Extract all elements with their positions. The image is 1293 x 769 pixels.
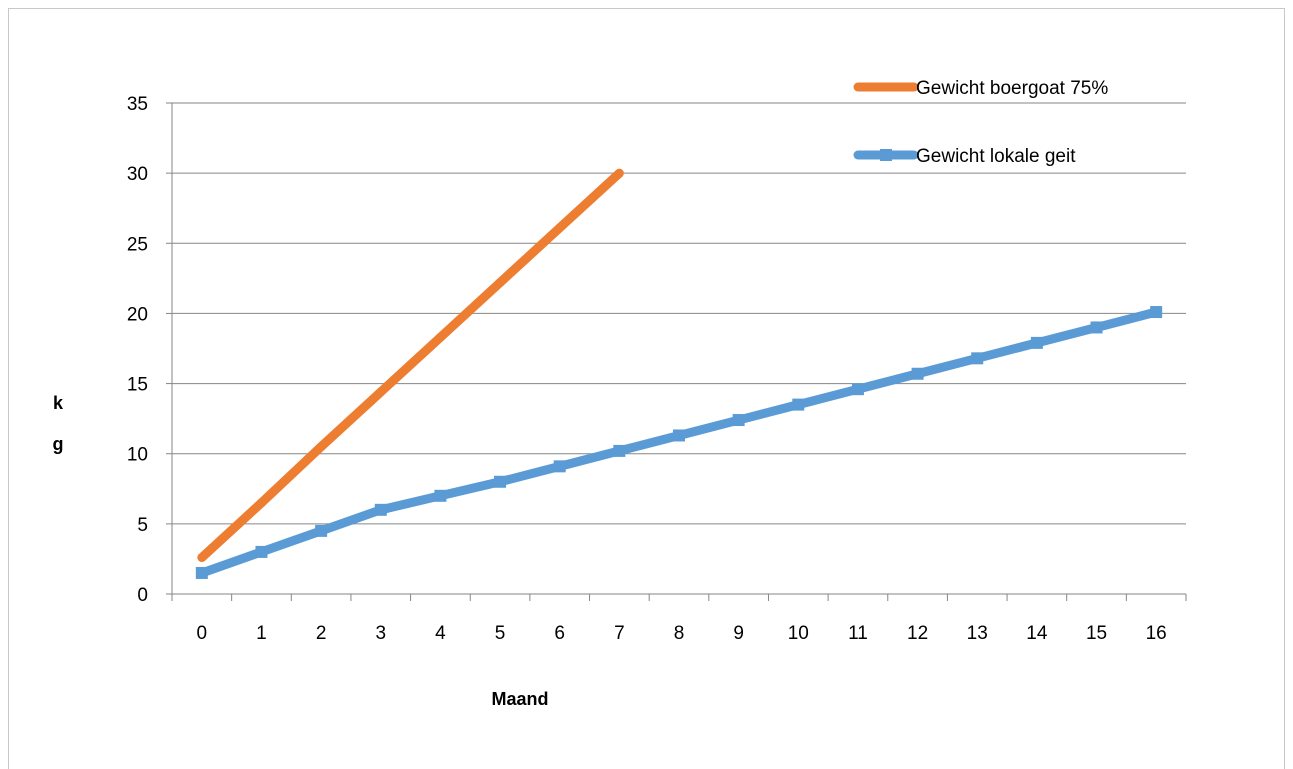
y-axis-title-line1: k [53, 393, 64, 413]
x-tick-label: 1 [256, 623, 267, 644]
y-tick-label: 15 [127, 375, 148, 396]
data-point [792, 398, 805, 411]
data-point [1030, 336, 1043, 349]
data-point [197, 553, 207, 563]
data-point [434, 489, 447, 502]
x-tick-label: 3 [375, 623, 386, 644]
legend-marker [880, 149, 892, 161]
series-2 [195, 306, 1163, 579]
x-tick-label: 12 [907, 623, 928, 644]
data-point [195, 566, 208, 579]
data-point [911, 367, 924, 380]
data-point [435, 332, 445, 342]
axes [166, 102, 1187, 601]
series-line [198, 169, 623, 561]
data-point [1150, 306, 1163, 319]
y-tick-label: 0 [137, 585, 148, 606]
data-point [553, 460, 566, 473]
data-point [555, 223, 565, 233]
x-tick-label: 13 [967, 623, 988, 644]
legend-label: Gewicht lokale geit [916, 146, 1076, 167]
x-tick-label: 2 [316, 623, 327, 644]
legend: Gewicht boergoat 75% Gewicht lokale geit [853, 78, 1108, 167]
x-tick-label: 15 [1086, 623, 1107, 644]
x-tick-label: 10 [788, 623, 809, 644]
data-point [376, 387, 386, 397]
data-point [851, 383, 864, 396]
data-point [673, 429, 685, 442]
data-point [316, 442, 326, 452]
data-point [495, 278, 505, 288]
y-axis-title: k g [53, 393, 64, 454]
data-point [1090, 321, 1103, 334]
data-point [255, 545, 268, 558]
x-tick-label: 4 [435, 623, 446, 644]
data-point [256, 498, 266, 508]
y-axis-title-line2: g [53, 434, 64, 454]
y-tick-label: 30 [127, 164, 148, 185]
x-tick-label: 9 [733, 623, 744, 644]
y-tick-label: 20 [127, 304, 148, 325]
x-tick-label: 8 [674, 623, 685, 644]
y-tick-label: 25 [127, 234, 148, 255]
series-lines [195, 168, 1163, 579]
data-point [614, 168, 624, 178]
data-point [494, 475, 507, 488]
series-line [200, 307, 1158, 578]
y-tick-label: 5 [137, 515, 148, 536]
data-point [971, 352, 984, 365]
x-tick-label: 14 [1026, 623, 1048, 644]
legend-item: Gewicht lokale geit [853, 146, 1076, 167]
x-axis-title: Maand [491, 689, 548, 709]
x-tick-label: 7 [614, 623, 625, 644]
x-tick-label: 6 [554, 623, 565, 644]
x-tick-label: 5 [495, 623, 506, 644]
x-tick-label: 16 [1146, 623, 1167, 644]
data-point [315, 524, 328, 537]
data-point [374, 503, 387, 516]
y-tick-label: 35 [127, 94, 148, 115]
series-1 [197, 168, 624, 563]
x-tick-label: 0 [197, 623, 208, 644]
legend-item: Gewicht boergoat 75% [853, 78, 1108, 99]
chart-frame [8, 8, 1285, 769]
data-point [613, 444, 626, 457]
x-tick-label: 11 [848, 623, 868, 644]
data-point [732, 414, 745, 427]
legend-label: Gewicht boergoat 75% [916, 78, 1108, 99]
y-tick-label: 10 [127, 445, 148, 466]
